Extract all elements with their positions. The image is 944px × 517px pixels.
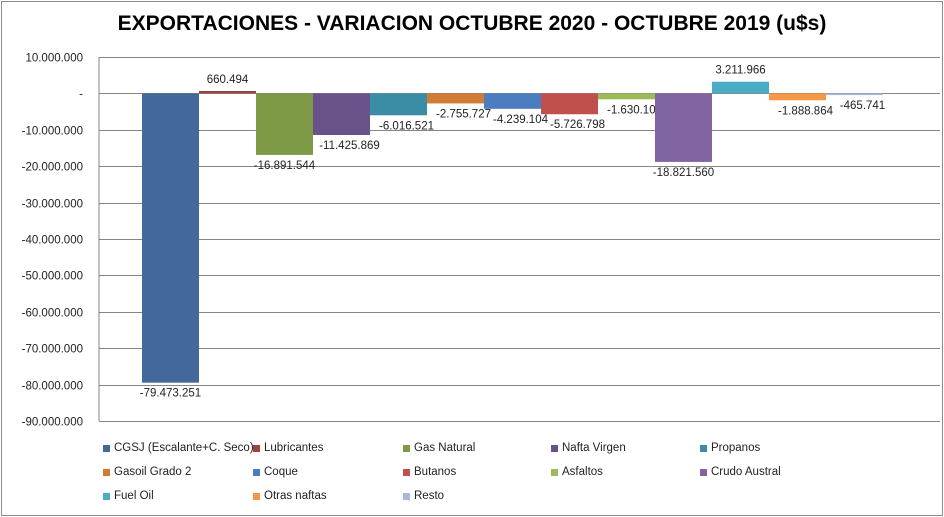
bar-fuel-oil	[712, 81, 769, 94]
legend-label: Coque	[264, 466, 298, 478]
data-label: -18.821.560	[653, 167, 714, 179]
legend-swatch	[700, 444, 707, 452]
bar-coque	[484, 93, 541, 109]
y-tick-label: -80.000.000	[22, 381, 83, 393]
y-tick-label: -10.000.000	[22, 126, 83, 138]
bar-gasoil-grado-2	[427, 93, 484, 104]
legend-swatch	[403, 444, 410, 452]
legend-label: Nafta Virgen	[562, 442, 626, 454]
legend-label: Gasoil Grado 2	[114, 466, 192, 478]
legend-swatch	[551, 444, 558, 452]
data-label: -4.239.104	[493, 114, 549, 126]
legend-swatch	[253, 492, 260, 500]
data-label: -2.755.727	[436, 108, 491, 120]
data-label: -79.473.251	[140, 388, 201, 400]
legend-item: Fuel Oil	[103, 490, 154, 502]
legend-label: Lubricantes	[264, 442, 324, 454]
bar-nafta-virgen	[313, 93, 370, 135]
legend-item: Crudo Austral	[700, 466, 781, 478]
legend-swatch	[551, 468, 558, 476]
legend-swatch	[700, 468, 707, 476]
bar-crudo-austral	[655, 93, 712, 162]
legend-item: Butanos	[403, 466, 456, 478]
legend-item: Nafta Virgen	[551, 442, 626, 454]
legend-label: Resto	[414, 490, 445, 502]
data-label: -6.016.521	[379, 120, 434, 132]
legend-item: Gasoil Grado 2	[103, 466, 191, 478]
y-tick-label: -20.000.000	[22, 162, 83, 174]
data-label: -1.630.101	[607, 104, 662, 116]
legend-item: Otras naftas	[253, 490, 327, 502]
legend-item: Gas Natural	[403, 442, 475, 454]
legend-label: Gas Natural	[414, 442, 476, 454]
data-label: -1.888.864	[778, 105, 834, 117]
bar-gas-natural	[256, 93, 313, 155]
legend-label: Crudo Austral	[711, 466, 781, 478]
legend-item: Lubricantes	[253, 442, 323, 454]
y-tick-label: -	[79, 89, 83, 101]
y-tick-label: -60.000.000	[22, 308, 83, 320]
bar-resto	[826, 93, 883, 96]
data-label: -11.425.869	[319, 140, 380, 152]
data-label: 3.211.966	[715, 65, 765, 77]
y-tick-label: -90.000.000	[22, 417, 83, 429]
y-tick-label: 10.000.000	[25, 53, 83, 65]
y-tick-label: -50.000.000	[22, 271, 83, 283]
legend-swatch	[253, 468, 260, 476]
bar-cgsj-escalante-c-seco-	[142, 93, 199, 383]
legend-item: CGSJ (Escalante+C. Seco)	[103, 442, 254, 454]
legend-swatch	[253, 444, 260, 452]
bar-propanos	[370, 93, 427, 116]
y-tick-label: -40.000.000	[22, 235, 83, 247]
legend-swatch	[103, 468, 110, 476]
legend-swatch	[103, 444, 110, 452]
legend-item: Resto	[403, 490, 444, 502]
data-label: -5.726.798	[550, 119, 605, 131]
bar-butanos	[541, 93, 598, 115]
bar-lubricantes	[199, 90, 256, 94]
legend-label: CGSJ (Escalante+C. Seco)	[114, 442, 254, 454]
chart-title: EXPORTACIONES - VARIACION OCTUBRE 2020 -…	[117, 12, 827, 35]
bar-asfaltos	[598, 93, 655, 100]
legend-swatch	[403, 492, 410, 500]
legend-item: Propanos	[700, 442, 760, 454]
data-label: -465.741	[840, 100, 885, 112]
y-tick-label: -70.000.000	[22, 344, 83, 356]
data-label: -16.891.544	[254, 160, 316, 172]
legend-label: Asfaltos	[562, 466, 603, 478]
legend-swatch	[403, 468, 410, 476]
y-tick-label: -30.000.000	[22, 199, 83, 211]
legend-swatch	[103, 492, 110, 500]
legend-label: Butanos	[414, 466, 457, 478]
bar-otras-naftas	[769, 93, 826, 101]
legend-label: Fuel Oil	[114, 490, 154, 502]
legend-item: Coque	[253, 466, 298, 478]
legend-label: Otras naftas	[264, 490, 327, 502]
data-label: 660.494	[207, 74, 249, 86]
legend-label: Propanos	[711, 442, 761, 454]
legend-item: Asfaltos	[551, 466, 603, 478]
